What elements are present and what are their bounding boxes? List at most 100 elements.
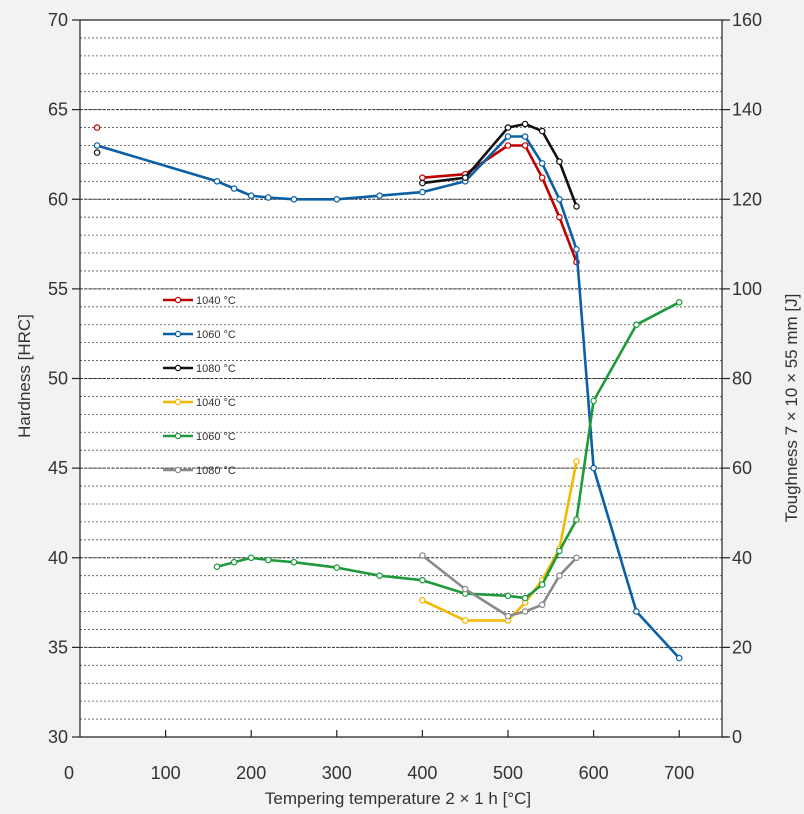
data-point (213, 178, 221, 185)
legend-marker (174, 398, 182, 406)
legend-label: 1040 °C (196, 295, 236, 307)
legend-item: 1040 °C (163, 397, 236, 409)
y-right-tick-label: 20 (732, 637, 752, 657)
data-point (573, 458, 580, 465)
data-point (247, 554, 255, 562)
y-left-tick-label: 35 (48, 637, 68, 657)
data-point (521, 608, 529, 615)
legend: 1040 °C 1060 °C 1080 °C 1040 °C 1060 °C 1080 … (163, 295, 236, 477)
data-point (504, 142, 512, 149)
data-point (556, 158, 563, 165)
y-right-tick-label: 0 (732, 727, 742, 747)
y-left-tick-label: 40 (48, 548, 68, 568)
data-point (590, 464, 597, 472)
data-point (213, 563, 221, 571)
x-tick-label: 100 (151, 763, 181, 783)
y-left-tick-label: 65 (48, 100, 68, 120)
y-axis-left-title: Hardness [HRC] (15, 314, 34, 438)
y-left-tick-label: 30 (48, 727, 68, 747)
data-point (419, 596, 426, 604)
legend-label: 1040 °C (196, 397, 236, 409)
data-point (247, 192, 255, 200)
legend-item: 1040 °C (163, 295, 236, 307)
data-point (573, 246, 580, 253)
series-6 (419, 552, 580, 620)
data-point (573, 203, 580, 210)
legend-label: 1060 °C (196, 329, 236, 341)
data-point (333, 564, 341, 571)
data-point (521, 594, 529, 602)
y-right-tick-label: 120 (732, 189, 762, 209)
legend-label: 1080 °C (196, 465, 236, 477)
data-point (419, 174, 426, 182)
data-point (290, 196, 298, 203)
series-5 (213, 298, 683, 602)
axes: 0 100 200 300 400 500 600 700303540455055606570… (48, 10, 762, 783)
legend-item: 1060 °C (163, 329, 236, 341)
legend-marker (174, 364, 182, 372)
data-point (230, 558, 238, 566)
x-tick-label: 200 (236, 763, 266, 783)
data-point (419, 179, 426, 187)
data-point (573, 516, 580, 524)
x-tick-label: 500 (493, 763, 523, 783)
data-point (556, 547, 563, 555)
legend-item: 1080 °C (163, 465, 236, 477)
x-tick-label: 400 (407, 763, 437, 783)
data-point (93, 149, 101, 156)
y-left-tick-label: 55 (48, 279, 68, 299)
data-point (93, 124, 101, 131)
data-point (573, 554, 580, 562)
y-left-tick-label: 50 (48, 369, 68, 389)
data-point (556, 572, 563, 580)
y-right-tick-label: 60 (732, 458, 752, 478)
axis-titles: Tempering temperature 2 × 1 h [°C] Hardn… (15, 294, 801, 808)
series-2 (93, 133, 683, 662)
data-point (521, 120, 529, 128)
data-point (333, 196, 341, 203)
grid (80, 20, 722, 737)
y-left-tick-label: 70 (48, 10, 68, 30)
data-point (419, 552, 426, 559)
data-point (230, 185, 238, 192)
y-right-tick-label: 80 (732, 369, 752, 389)
series-3 (93, 120, 580, 210)
data-point (538, 581, 546, 588)
y-axis-right-title: Toughness 7 × 10 × 55 mm [J] (782, 294, 801, 523)
legend-marker (174, 296, 182, 304)
data-point (419, 576, 426, 584)
y-right-tick-label: 140 (732, 100, 762, 120)
data-point (376, 192, 383, 200)
legend-marker (174, 432, 182, 440)
y-right-tick-label: 100 (732, 279, 762, 299)
data-point (633, 321, 640, 329)
data-point (264, 556, 272, 564)
y-left-tick-label: 45 (48, 458, 68, 478)
data-point (93, 142, 101, 149)
data-point (521, 142, 529, 149)
legend-marker (174, 330, 182, 338)
legend-label: 1060 °C (196, 431, 236, 443)
data-point (264, 194, 272, 201)
data-point (504, 612, 512, 620)
data-point (633, 608, 640, 615)
data-point (556, 213, 563, 221)
legend-label: 1080 °C (196, 363, 236, 375)
legend-item: 1080 °C (163, 363, 236, 375)
legend-item: 1060 °C (163, 431, 236, 443)
data-point (419, 188, 426, 196)
data-point (538, 127, 546, 135)
data-point (376, 572, 383, 580)
data-point (290, 558, 298, 566)
y-left-tick-label: 60 (48, 189, 68, 209)
x-axis-title: Tempering temperature 2 × 1 h [°C] (265, 789, 531, 808)
data-point (675, 654, 683, 662)
data-point (538, 601, 546, 609)
series (93, 120, 683, 662)
data-point (538, 160, 546, 167)
y-right-tick-label: 40 (732, 548, 752, 568)
x-tick-label: 600 (579, 763, 609, 783)
data-point (504, 133, 512, 140)
